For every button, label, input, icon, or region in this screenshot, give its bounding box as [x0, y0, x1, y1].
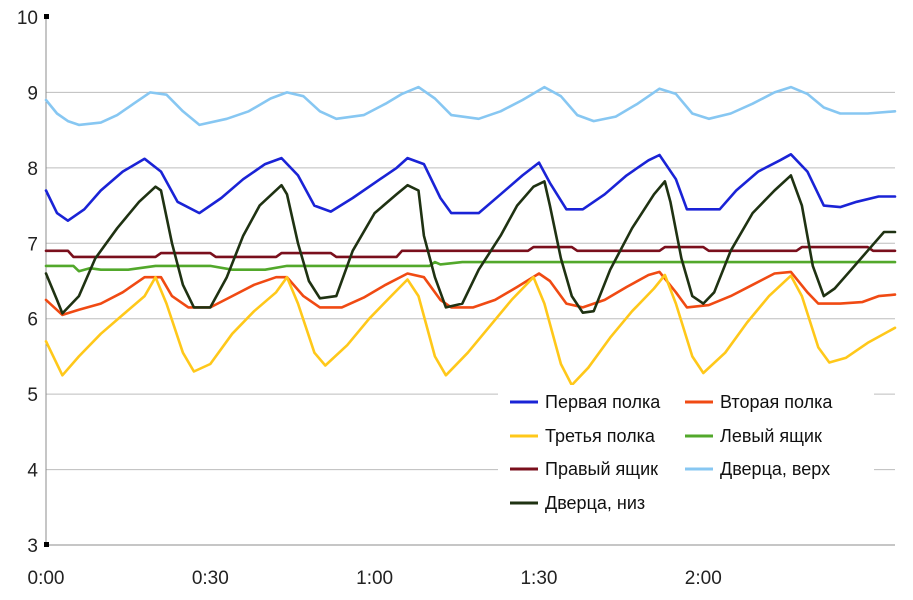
series-line-4	[44, 260, 897, 273]
axes	[44, 14, 895, 547]
x-axis-ticks: 0:00 0:30 1:00 1:30 2:00	[28, 568, 722, 589]
legend-label-1: Первая полка	[545, 392, 661, 412]
legend-label-2: Вторая полка	[720, 392, 833, 412]
y-axis-ticks: 3 4 5 6 7 8 9 10	[17, 8, 39, 557]
series-line-6	[44, 85, 897, 127]
x-tick-label: 0:00	[28, 568, 65, 589]
y-tick-label: 3	[27, 536, 38, 557]
y-tick-label: 4	[27, 461, 38, 482]
y-tick-label: 5	[27, 385, 38, 406]
x-tick-label: 1:00	[356, 568, 393, 589]
y-axis-min-marker	[44, 542, 49, 547]
legend-label-7: Дверца, низ	[545, 493, 645, 513]
series-lines	[44, 85, 897, 387]
legend: Первая полка Вторая полка Третья полка Левы…	[498, 385, 874, 520]
x-tick-label: 0:30	[192, 568, 229, 589]
legend-label-4: Левый ящик	[720, 426, 822, 446]
legend-label-6: Дверца, верх	[720, 459, 830, 479]
legend-box	[498, 385, 874, 520]
series-line-2	[44, 270, 897, 317]
y-axis-max-marker	[44, 14, 49, 19]
legend-label-5: Правый ящик	[545, 459, 658, 479]
y-tick-label: 7	[27, 234, 38, 255]
series-line-1	[44, 153, 897, 222]
x-tick-label: 2:00	[685, 568, 722, 589]
x-tick-label: 1:30	[520, 568, 557, 589]
legend-label-3: Третья полка	[545, 426, 656, 446]
series-line-5	[44, 245, 897, 259]
y-tick-label: 6	[27, 310, 38, 331]
y-tick-label: 9	[27, 83, 38, 104]
y-tick-label: 10	[17, 8, 38, 29]
y-tick-label: 8	[27, 159, 38, 180]
series-line-7	[44, 174, 897, 315]
series-line-3	[44, 273, 897, 387]
